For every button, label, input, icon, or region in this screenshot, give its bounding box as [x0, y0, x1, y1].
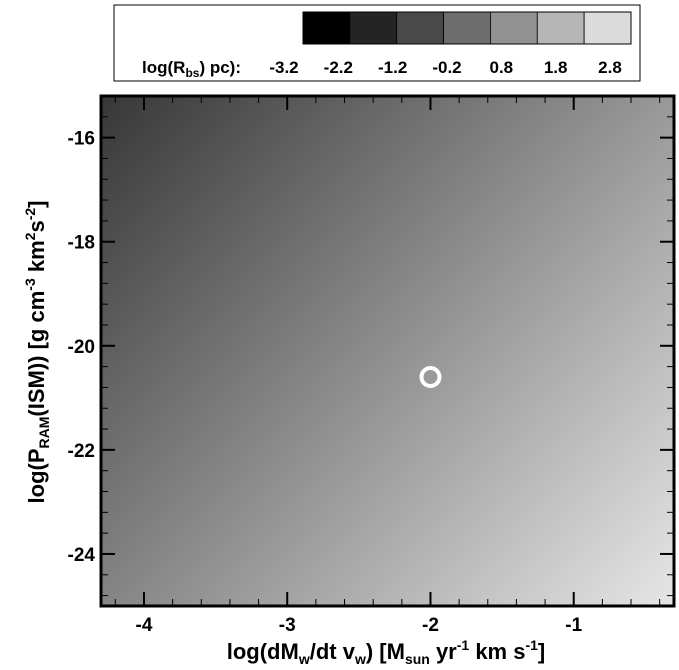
colorbar-swatch — [302, 11, 351, 45]
colorbar-level-label: -0.2 — [432, 58, 461, 77]
colorbar-level-label: 2.8 — [598, 58, 622, 77]
xlabel-sup2: -1 — [525, 637, 538, 653]
xlabel-base: log(dM — [227, 639, 299, 664]
y-axis-title: log(PRAM(ISM)) [g cm-3 km2s-2] — [22, 201, 52, 504]
xlabel-mid1: /dt v — [310, 639, 356, 664]
ylabel-sup1: -3 — [22, 278, 38, 291]
colorbar-level-label: 1.8 — [544, 58, 568, 77]
colorbar-label-suffix: ) pc): — [199, 58, 241, 77]
ylabel-sub1: RAM — [36, 417, 52, 449]
colorbar: log(Rbs) pc): -3.2 -2.2 -1.2 -0.2 0.8 1.8 2.8 — [113, 4, 641, 82]
heatmap-field — [101, 96, 674, 606]
colorbar-level-label: -3.2 — [269, 58, 298, 77]
xlabel-mid2: ) [M — [366, 639, 405, 664]
data-marker-circle — [419, 366, 442, 389]
plot-area — [99, 94, 676, 608]
colorbar-swatch — [536, 11, 585, 45]
xlabel-sub3: sun — [405, 651, 430, 667]
xlabel-sub1: w — [298, 651, 310, 667]
ylabel-sup2: 2 — [22, 232, 38, 240]
ylabel-sup3: -2 — [22, 208, 38, 221]
colorbar-level-label: -2.2 — [324, 58, 353, 77]
xlabel-mid3: yr — [430, 639, 457, 664]
colorbar-swatch — [583, 11, 632, 45]
ylabel-close: ] — [24, 201, 49, 208]
ylabel-mid2: km — [24, 240, 49, 278]
colorbar-swatch-border — [302, 11, 632, 45]
xlabel-close: ] — [538, 639, 545, 664]
y-tick-label: -16 — [68, 129, 95, 150]
colorbar-swatch — [443, 11, 491, 45]
colorbar-label: log(Rbs) pc): — [142, 58, 241, 80]
xlabel-end: km s — [469, 639, 525, 664]
y-tick-label: -24 — [68, 545, 96, 566]
plot-frame — [99, 94, 676, 608]
x-tick-labels: -4 -3 -2 -1 — [136, 615, 583, 636]
colorbar-label-sub: bs — [185, 66, 199, 80]
x-tick-label: -3 — [279, 615, 296, 636]
colorbar-swatch — [490, 11, 538, 45]
xlabel-sup1: -1 — [457, 637, 470, 653]
y-tick-label: -18 — [68, 233, 95, 254]
colorbar-level-label: -1.2 — [378, 58, 407, 77]
colorbar-swatch — [349, 11, 398, 45]
colorbar-level-label: 0.8 — [490, 58, 514, 77]
ylabel-mid1: (ISM)) [g cm — [24, 291, 49, 417]
colorbar-level-labels: -3.2 -2.2 -1.2 -0.2 0.8 1.8 2.8 — [269, 58, 621, 77]
y-tick-label: -22 — [68, 441, 95, 462]
ylabel-mid3: s — [24, 220, 49, 232]
major-ticks — [101, 96, 674, 606]
x-axis-title: log(dMw/dt vw) [Msun yr-1 km s-1] — [227, 637, 546, 667]
y-tick-labels: -16 -18 -20 -22 -24 — [68, 129, 96, 566]
y-tick-label: -20 — [68, 337, 95, 358]
x-tick-label: -1 — [565, 615, 582, 636]
x-tick-label: -2 — [422, 615, 439, 636]
ylabel-base: log(P — [24, 448, 49, 503]
xlabel-sub2: w — [354, 651, 366, 667]
x-tick-label: -4 — [136, 615, 153, 636]
colorbar-label-prefix: log(R — [142, 58, 185, 77]
colorbar-swatch — [396, 11, 444, 45]
colorbar-swatches — [302, 11, 632, 45]
